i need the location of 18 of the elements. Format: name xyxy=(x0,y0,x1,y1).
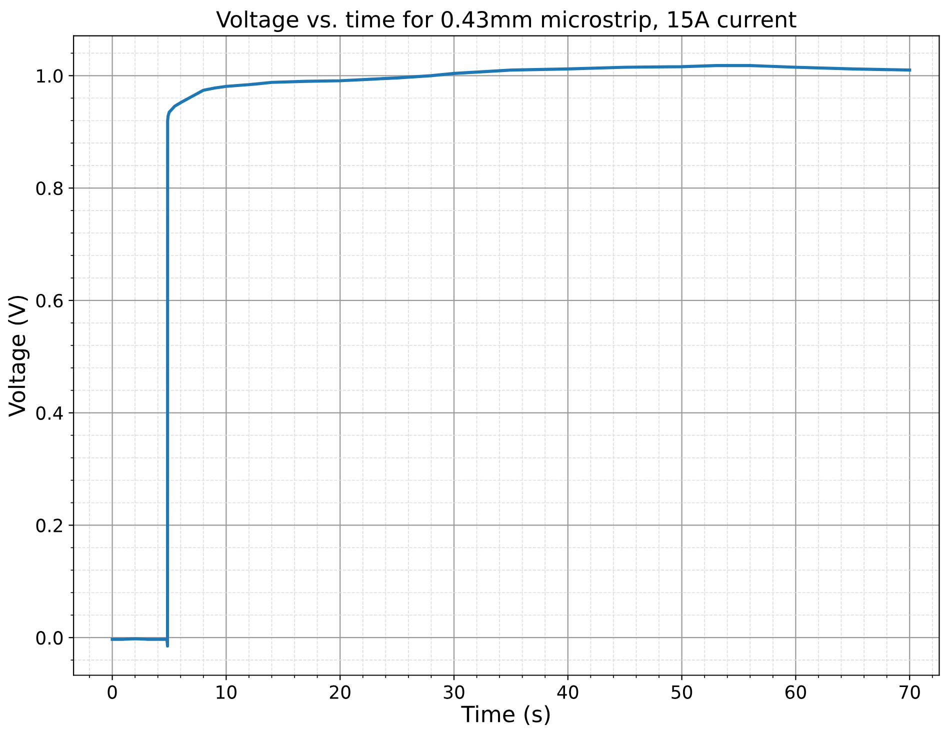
line-series xyxy=(110,64,912,648)
y-tick-label: 0.2 xyxy=(36,518,62,532)
x-tick-label: 60 xyxy=(785,685,806,699)
x-tick-label: 20 xyxy=(330,685,350,699)
y-tick-label: 0.6 xyxy=(36,294,63,308)
x-tick-label: 40 xyxy=(557,685,578,699)
x-tick-label: 10 xyxy=(216,685,236,699)
y-tick-label: 0.0 xyxy=(36,631,63,645)
x-axis-title: Time (s) xyxy=(461,705,550,726)
x-tick-label: 50 xyxy=(672,685,692,699)
y-tick-label: 0.4 xyxy=(36,406,63,420)
x-tick-label: 0 xyxy=(108,685,117,699)
y-tick-label: 1.0 xyxy=(37,69,63,83)
x-tick-label: 70 xyxy=(900,685,920,699)
y-axis-title: Voltage (V) xyxy=(8,296,30,417)
x-tick-label: 30 xyxy=(444,685,464,699)
chart-title: Voltage vs. time for 0.43mm microstrip, 15A current xyxy=(216,10,796,32)
y-tick-label: 0.8 xyxy=(36,182,63,196)
